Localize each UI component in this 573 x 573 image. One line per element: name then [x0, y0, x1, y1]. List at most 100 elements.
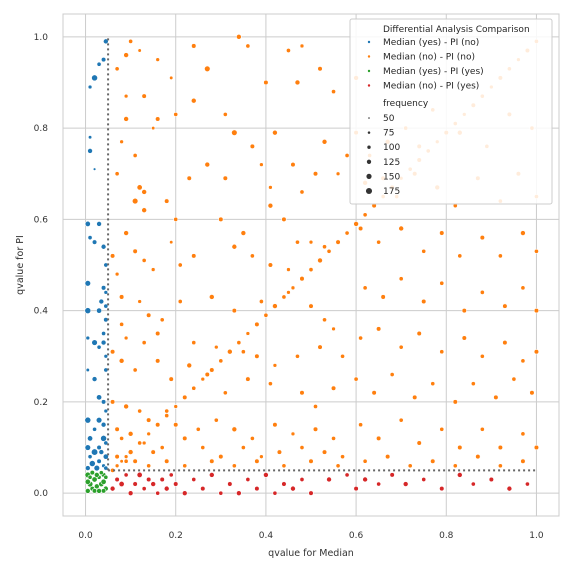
data-point-series-1: [214, 344, 219, 350]
data-point-series-1: [191, 340, 197, 346]
data-point-series-1: [150, 449, 156, 455]
data-point-series-3: [344, 472, 350, 478]
data-point-series-1: [421, 298, 427, 305]
data-point-series-1: [520, 358, 526, 364]
data-point-series-3: [136, 471, 143, 478]
data-point-series-1: [169, 240, 174, 245]
data-point-series-2: [84, 478, 91, 485]
data-point-series-1: [357, 225, 364, 232]
data-point-series-0: [103, 408, 109, 414]
data-point-series-3: [421, 477, 427, 482]
data-point-series-3: [308, 490, 314, 496]
data-point-series-3: [200, 486, 206, 492]
data-point-series-1: [141, 207, 147, 214]
data-point-series-1: [389, 372, 395, 377]
data-point-series-0: [96, 61, 102, 67]
data-point-series-1: [137, 408, 143, 414]
data-point-series-3: [263, 472, 269, 478]
data-point-series-3: [227, 481, 233, 487]
data-point-series-1: [371, 390, 377, 396]
data-point-series-1: [141, 93, 147, 99]
data-point-series-1: [376, 326, 382, 332]
data-point-series-1: [231, 129, 238, 136]
data-point-series-1: [511, 376, 517, 382]
data-point-series-1: [182, 463, 188, 469]
data-point-series-1: [520, 230, 526, 236]
data-point-series-1: [119, 294, 125, 300]
data-point-series-1: [155, 358, 161, 364]
data-point-series-1: [249, 435, 255, 441]
data-point-series-1: [186, 175, 192, 181]
data-point-series-1: [281, 463, 287, 469]
data-point-series-0: [91, 448, 99, 456]
data-point-series-0: [87, 135, 93, 140]
data-point-series-1: [439, 230, 445, 236]
data-point-series-3: [155, 490, 161, 496]
data-point-series-1: [470, 381, 476, 387]
data-point-series-1: [362, 458, 368, 464]
data-point-series-1: [231, 426, 238, 433]
data-point-series-0: [100, 399, 107, 405]
data-point-series-1: [132, 367, 138, 373]
data-point-series-1: [308, 303, 314, 309]
data-point-series-0: [103, 38, 109, 45]
data-point-series-1: [164, 408, 170, 414]
data-point-series-1: [222, 175, 228, 181]
legend-size-entry: 150: [383, 172, 400, 182]
data-point-series-1: [141, 189, 147, 195]
plot-frame: [62, 13, 560, 517]
data-point-series-1: [272, 422, 278, 428]
data-point-series-0: [103, 290, 109, 295]
data-point-series-1: [240, 230, 247, 236]
data-point-series-1: [344, 230, 350, 236]
data-point-series-1: [146, 312, 152, 318]
data-point-series-1: [222, 390, 228, 396]
data-point-series-0: [84, 280, 91, 287]
data-point-series-1: [335, 463, 341, 469]
data-point-series-1: [258, 299, 264, 304]
data-point-series-1: [322, 244, 327, 250]
data-point-series-1: [204, 161, 211, 168]
y-tick-label: 0.4: [34, 307, 49, 317]
data-point-series-1: [520, 431, 526, 437]
legend-marker: [367, 40, 371, 44]
legend-size-marker: [366, 173, 372, 179]
data-point-series-1: [533, 349, 540, 355]
data-point-series-1: [159, 317, 165, 323]
data-point-series-1: [190, 97, 197, 104]
data-point-series-0: [101, 331, 107, 336]
data-point-series-1: [155, 116, 161, 122]
x-tick-label: 0.8: [439, 531, 454, 541]
data-point-series-1: [312, 426, 319, 432]
data-point-series-1: [313, 404, 318, 409]
data-point-series-3: [150, 481, 156, 487]
data-point-series-1: [177, 262, 183, 268]
legend-entry: Median (yes) - PI (yes): [383, 67, 484, 77]
data-point-series-1: [123, 403, 129, 410]
data-point-series-1: [136, 184, 143, 191]
data-point-series-1: [155, 330, 161, 337]
data-point-series-3: [141, 486, 147, 492]
data-point-series-3: [457, 472, 463, 478]
data-point-series-3: [362, 476, 368, 483]
data-point-series-1: [151, 126, 156, 131]
data-point-series-1: [533, 308, 540, 314]
data-point-series-1: [245, 376, 251, 382]
data-point-series-0: [96, 307, 103, 314]
data-point-series-1: [272, 303, 278, 309]
data-point-series-1: [137, 48, 142, 53]
data-point-series-1: [186, 362, 193, 369]
x-axis-title: qvalue for Median: [268, 548, 354, 559]
data-point-series-2: [87, 474, 93, 480]
data-point-series-1: [218, 454, 224, 460]
legend-entry: Median (no) - PI (yes): [383, 82, 479, 92]
data-point-series-1: [159, 445, 165, 450]
data-point-series-2: [96, 488, 102, 494]
data-point-series-0: [87, 235, 93, 241]
data-point-series-2: [98, 470, 104, 476]
data-point-series-1: [439, 349, 445, 355]
legend-size-marker: [368, 117, 370, 119]
legend-marker: [367, 69, 371, 73]
data-point-series-1: [340, 353, 345, 359]
